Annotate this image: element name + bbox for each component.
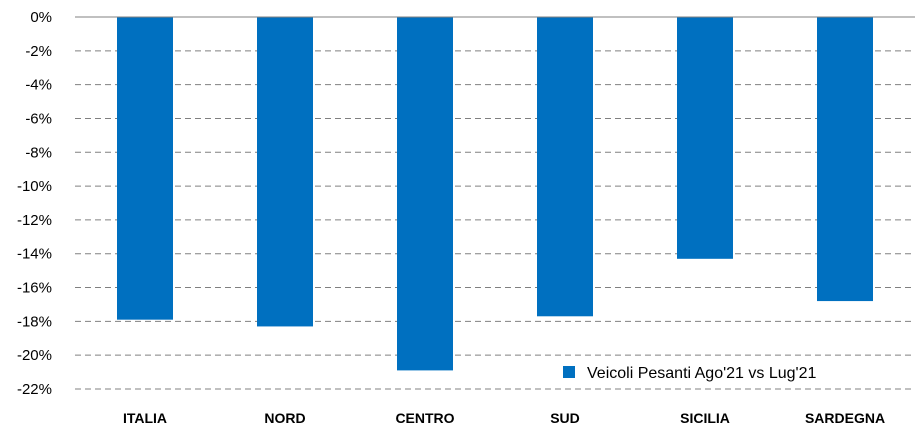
bar (537, 17, 593, 317)
x-category-label: ITALIA (123, 410, 167, 424)
gridlines (75, 50, 915, 390)
y-tick-label: -4% (25, 77, 52, 94)
y-tick-label: 0% (30, 9, 52, 26)
y-tick-label: -14% (17, 246, 52, 263)
y-tick-label: -20% (17, 347, 52, 364)
bar (117, 17, 173, 320)
legend: Veicoli Pesanti Ago'21 vs Lug'21 (563, 365, 816, 382)
y-tick-label: -12% (17, 212, 52, 229)
x-category-label: NORD (264, 410, 305, 424)
x-category-label: CENTRO (395, 410, 454, 424)
y-tick-label: -10% (17, 178, 52, 195)
x-category-label: SICILIA (680, 410, 730, 424)
legend-label: Veicoli Pesanti Ago'21 vs Lug'21 (587, 365, 816, 382)
x-axis-category-labels: ITALIA NORD CENTRO SUD SICILIA SARDEGNA (123, 410, 885, 424)
bars (117, 17, 873, 371)
y-tick-label: -8% (25, 144, 52, 161)
y-tick-label: -18% (17, 313, 52, 330)
y-tick-label: -6% (25, 110, 52, 127)
y-tick-label: -22% (17, 381, 52, 398)
y-tick-label: -2% (25, 43, 52, 60)
y-axis-tick-labels: 0% -2% -4% -6% -8% -10% -12% -14% -16% -18% -20% -2… (17, 9, 52, 398)
bar (677, 17, 733, 259)
bar (397, 17, 453, 371)
legend-swatch (563, 366, 575, 378)
bar (257, 17, 313, 327)
y-tick-label: -16% (17, 280, 52, 297)
x-category-label: SARDEGNA (805, 410, 885, 424)
x-category-label: SUD (550, 410, 580, 424)
bar (817, 17, 873, 302)
